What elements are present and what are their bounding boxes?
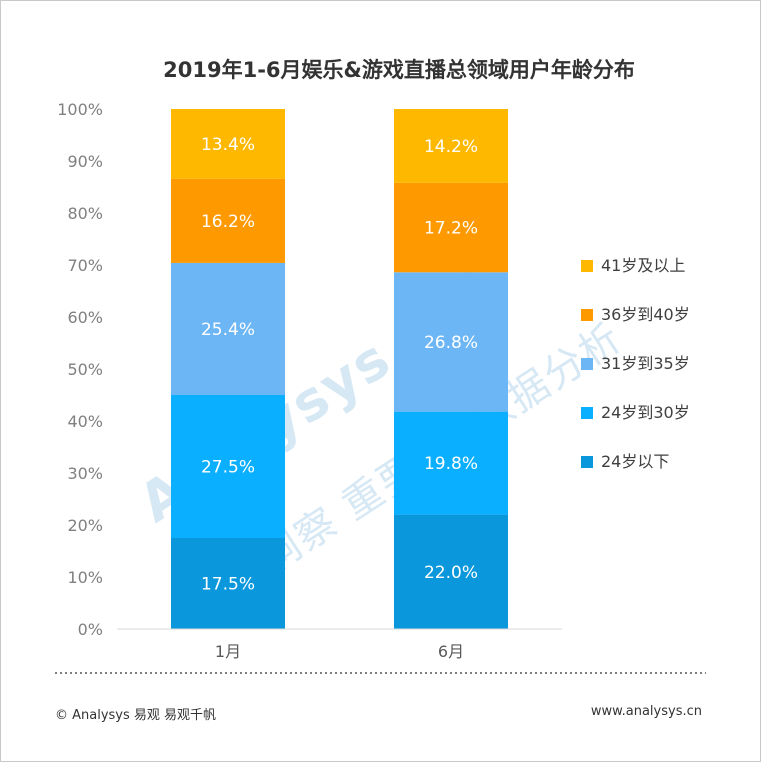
bar-segment <box>394 109 508 183</box>
chart-title: 2019年1-6月娱乐&游戏直播总领域用户年龄分布 <box>163 58 635 82</box>
legend-swatch <box>581 309 593 321</box>
bar-segment <box>171 262 285 395</box>
data-label: 16.2% <box>201 212 255 232</box>
legend-label: 24岁以下 <box>601 452 669 471</box>
y-tick-label: 0% <box>78 620 103 639</box>
legend-label: 24岁到30岁 <box>601 403 690 422</box>
data-label: 22.0% <box>424 563 478 583</box>
y-tick-label: 90% <box>67 152 103 171</box>
x-tick-label: 6月 <box>438 642 464 661</box>
legend-label: 41岁及以上 <box>601 256 685 275</box>
x-axis: 1月 6月 <box>117 628 562 661</box>
legend-swatch <box>581 456 593 468</box>
footer-copyright: © Analysys 易观 易观千帆 <box>55 708 217 723</box>
legend-item[interactable]: 24岁到30岁 <box>581 403 690 422</box>
data-label: 27.5% <box>201 458 255 478</box>
y-tick-label: 20% <box>67 516 103 535</box>
legend-item[interactable]: 41岁及以上 <box>581 256 685 275</box>
x-tick-label: 1月 <box>215 642 241 661</box>
legend-swatch <box>581 407 593 419</box>
data-label: 14.2% <box>424 137 478 157</box>
y-tick-label: 30% <box>67 464 103 483</box>
footer-website[interactable]: www.analysys.cn <box>590 704 702 719</box>
y-tick-label: 40% <box>67 412 103 431</box>
y-axis: 0% 10% 20% 30% 40% 50% 60% 70% 80% 90% 100% <box>57 100 103 639</box>
bar-segment <box>394 514 508 629</box>
data-label: 25.4% <box>201 320 255 340</box>
bar-segment <box>171 395 285 538</box>
y-tick-label: 70% <box>67 256 103 275</box>
legend-item[interactable]: 36岁到40岁 <box>581 305 690 324</box>
bar-segment <box>394 272 508 412</box>
bar-segment <box>394 182 508 273</box>
bar-segment <box>171 538 285 629</box>
bar-segment <box>171 109 285 179</box>
data-label: 19.8% <box>424 454 478 474</box>
bars: 17.5% 27.5% 25.4% 16.2% 13.4% 22.0% 19.8% 26.8%… <box>171 109 508 629</box>
legend-label: 36岁到40岁 <box>601 305 690 324</box>
legend-label: 31岁到35岁 <box>601 354 690 373</box>
data-label: 17.5% <box>201 575 255 595</box>
bar-segment <box>171 178 285 263</box>
legend-item[interactable]: 24岁以下 <box>581 452 669 471</box>
legend-swatch <box>581 358 593 370</box>
data-label: 26.8% <box>424 333 478 353</box>
y-tick-label: 60% <box>67 308 103 327</box>
y-tick-label: 50% <box>67 360 103 379</box>
legend-item[interactable]: 31岁到35岁 <box>581 354 690 373</box>
legend-swatch <box>581 260 593 272</box>
legend: 41岁及以上 36岁到40岁 31岁到35岁 24岁到30岁 24岁以下 <box>581 256 690 471</box>
data-label: 13.4% <box>201 135 255 155</box>
bar-segment <box>394 411 508 515</box>
y-tick-label: 100% <box>57 100 103 119</box>
data-label: 17.2% <box>424 219 478 239</box>
y-tick-label: 80% <box>67 204 103 223</box>
y-tick-label: 10% <box>67 568 103 587</box>
